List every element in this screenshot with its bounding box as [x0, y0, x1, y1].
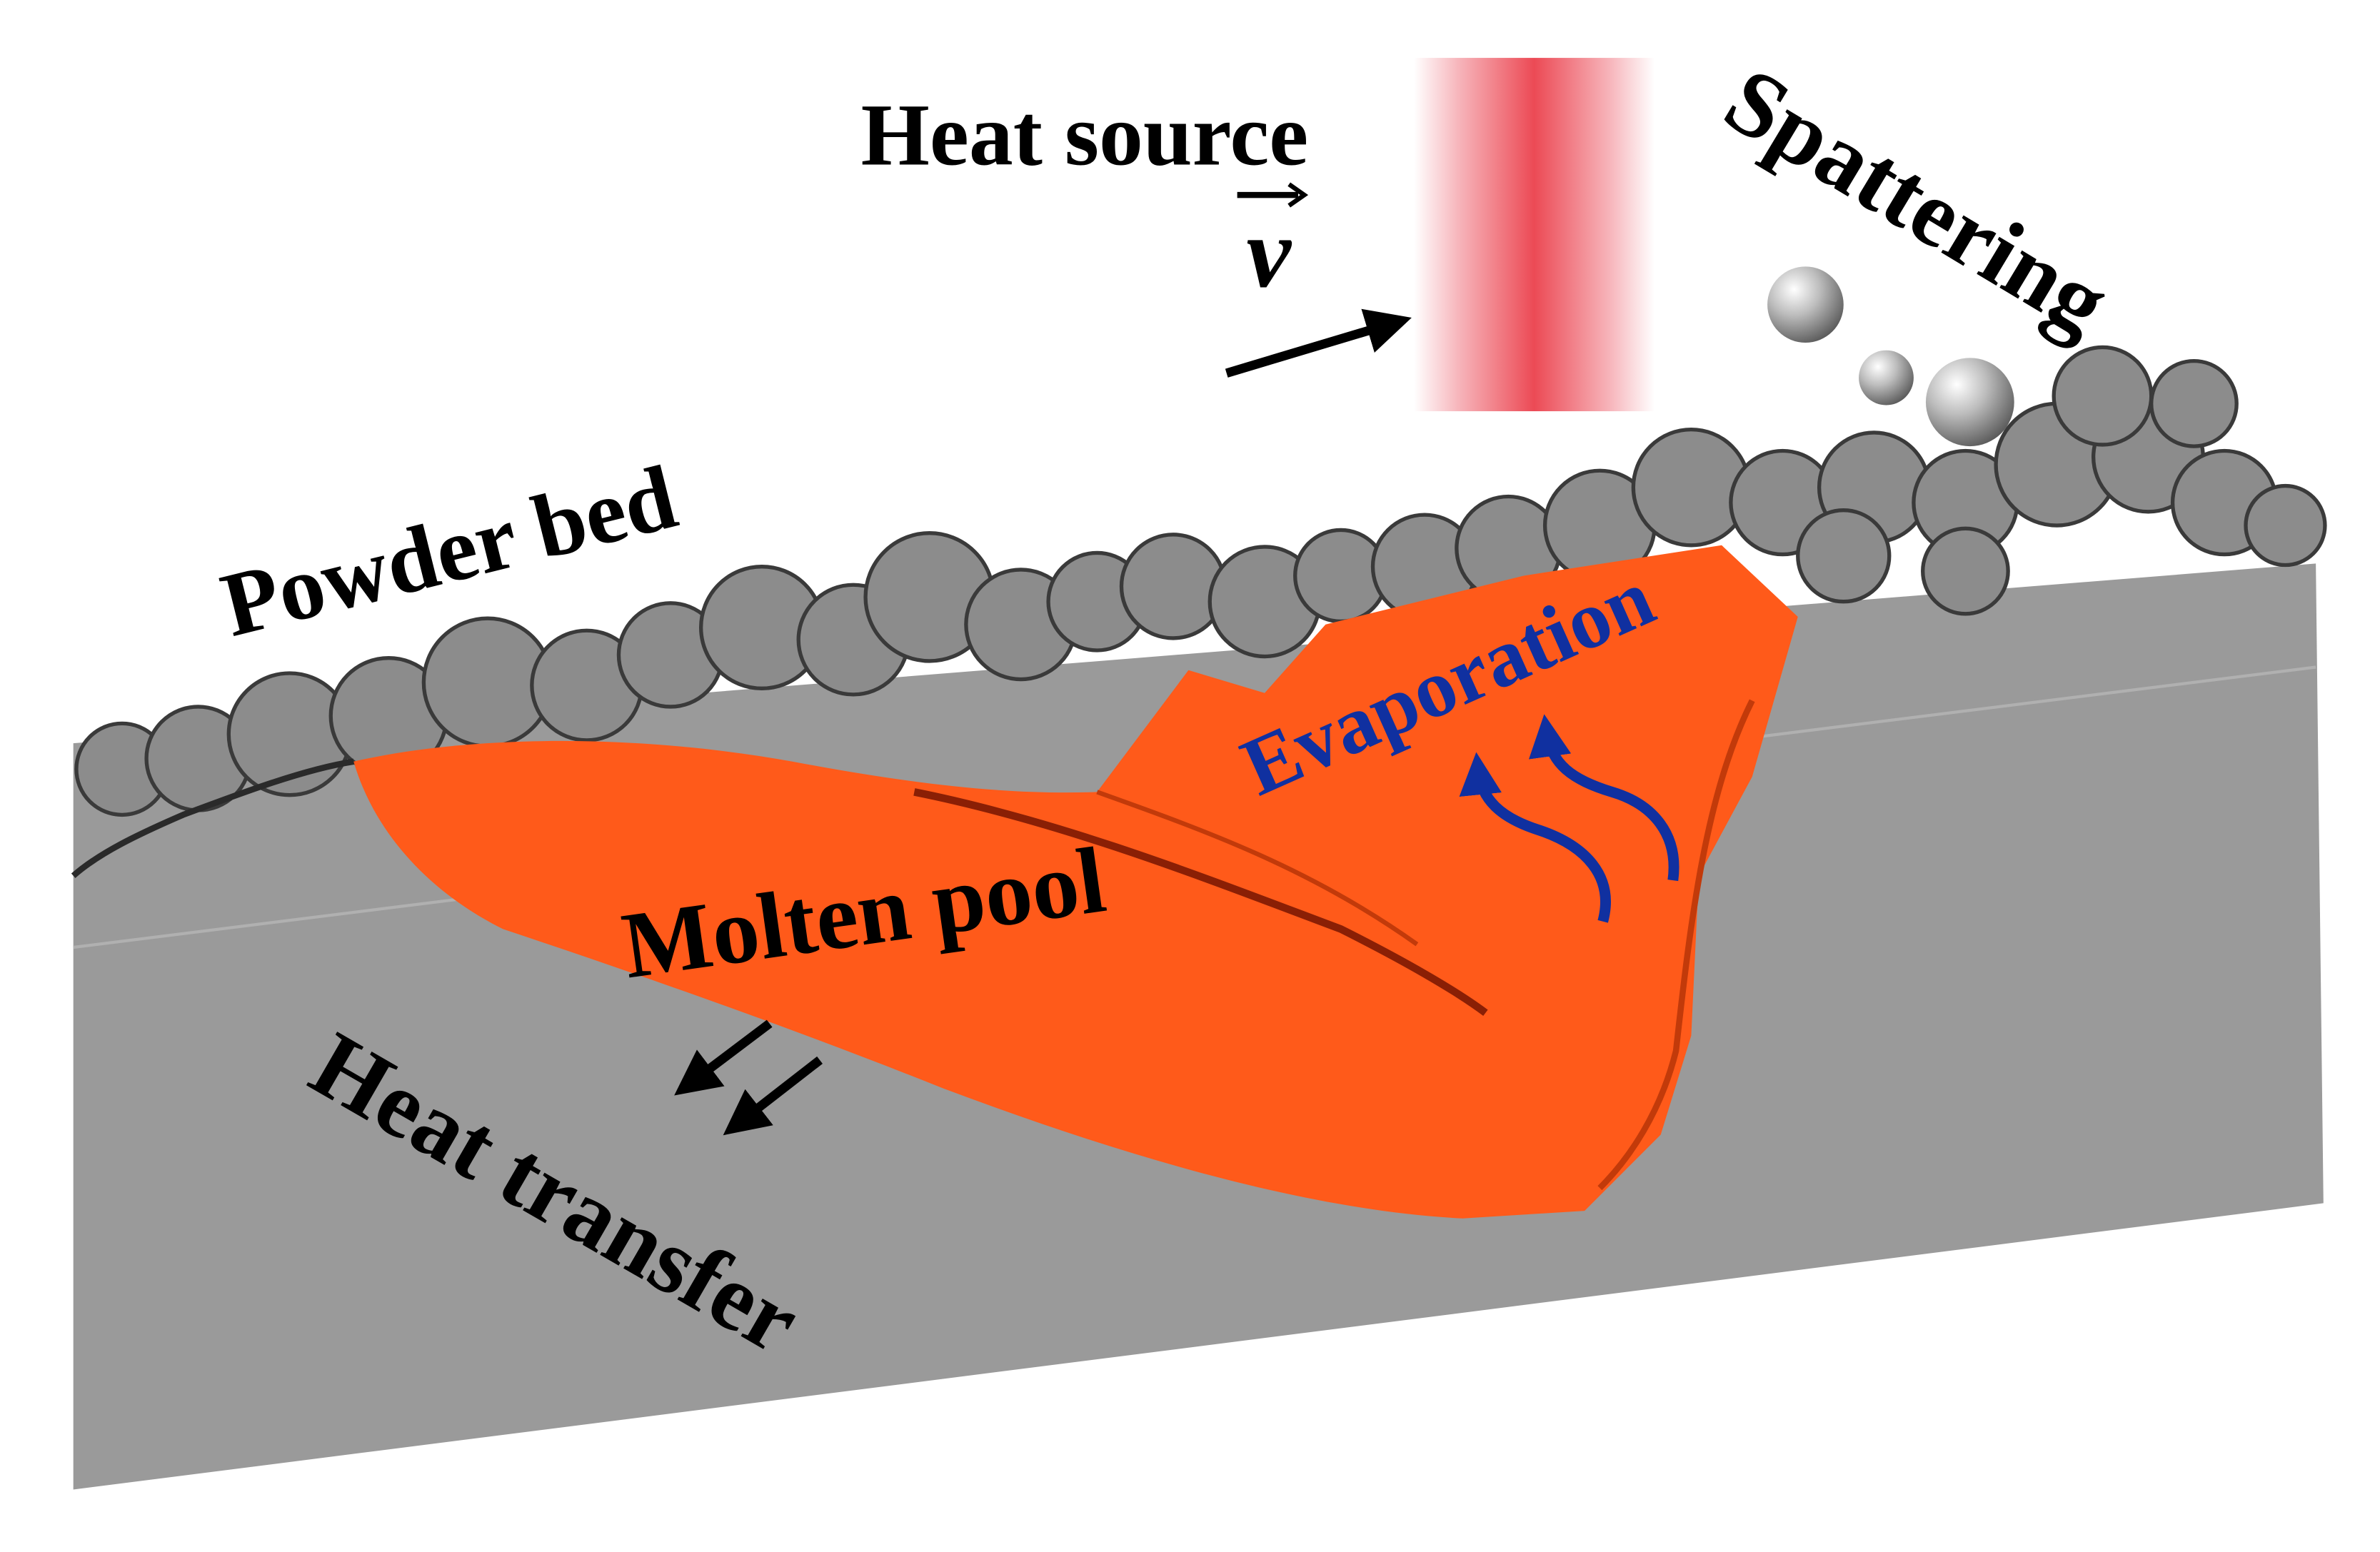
powder-bed — [74, 345, 2327, 817]
heat-source-label: Heat source — [861, 86, 1309, 183]
heat-transfer-arrows — [674, 1019, 823, 1136]
molten-pool — [71, 545, 1798, 1219]
spatter-droplets — [1767, 266, 2014, 447]
velocity-arrow — [1225, 308, 1412, 378]
evaporation-arrows — [1459, 714, 1679, 923]
velocity-label: v — [1237, 182, 1309, 308]
powder-bed-label: Powder bed — [212, 445, 686, 656]
svg-text:v: v — [1246, 198, 1292, 308]
heat-source-beam — [1414, 58, 1655, 412]
